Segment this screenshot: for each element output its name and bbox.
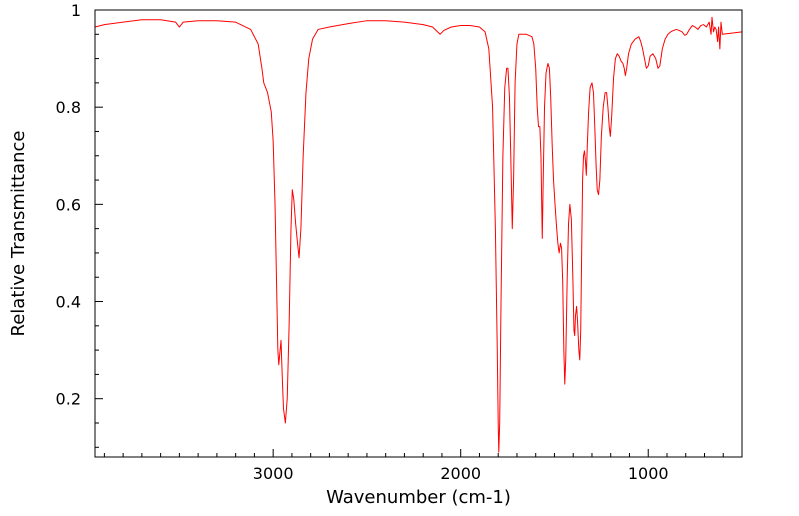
y-tick-label: 0.8 — [56, 98, 81, 117]
y-tick-label: 1 — [71, 1, 81, 20]
x-axis-label: Wavenumber (cm-1) — [326, 487, 511, 508]
x-tick-label: 1000 — [628, 464, 669, 483]
y-tick-label: 0.6 — [56, 195, 81, 214]
x-tick-label: 3000 — [253, 464, 294, 483]
plot-frame — [94, 9, 743, 458]
plot-area — [94, 16, 743, 453]
axis-ticks — [95, 9, 743, 457]
axis-tick-labels: 3000 2000 1000 0.2 0.4 0.6 0.8 1 — [56, 1, 669, 483]
y-axis-label: Relative Transmittance — [8, 131, 29, 337]
x-tick-label: 2000 — [440, 464, 481, 483]
y-tick-label: 0.2 — [56, 390, 81, 409]
spectrum-line-0 — [94, 16, 743, 453]
y-tick-label: 0.4 — [56, 293, 81, 312]
